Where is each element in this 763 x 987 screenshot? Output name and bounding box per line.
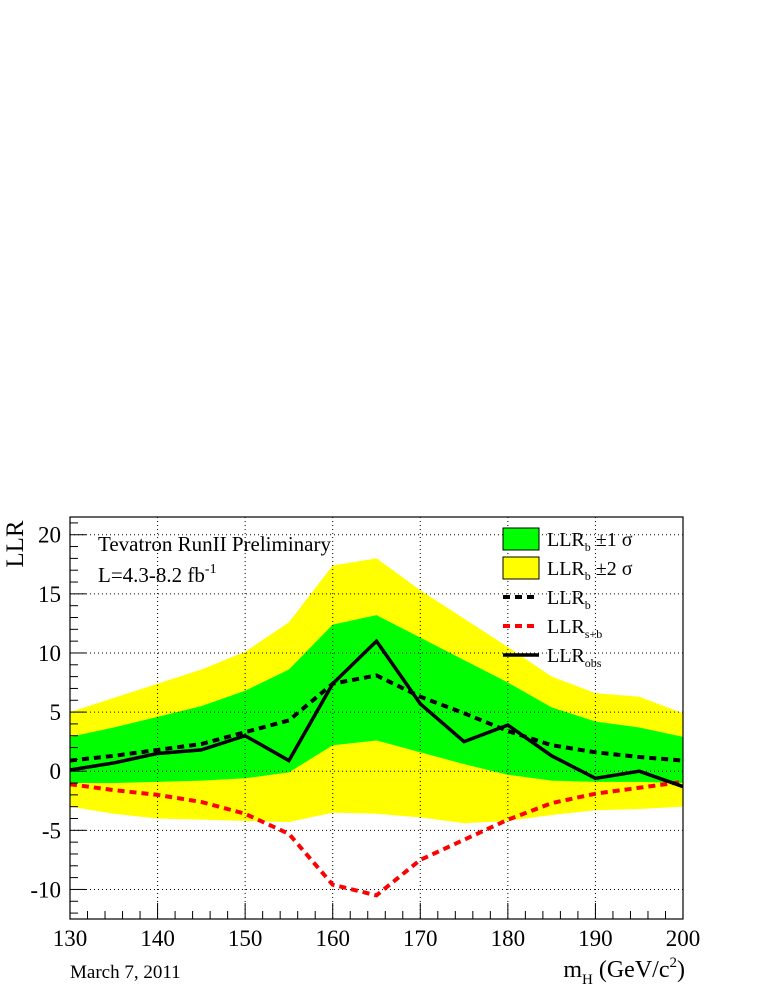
- x-tick-label-130: 130: [53, 926, 88, 951]
- legend-llr-obs-label-sub: obs: [585, 656, 602, 670]
- legend-llr-b: LLRb: [503, 587, 591, 612]
- y-tick-label--10: -10: [30, 877, 61, 902]
- grid-lines: [70, 517, 683, 919]
- x-axis-label: mH (GeV/c2): [563, 955, 685, 987]
- luminosity-label: L=4.3-8.2 fb-1: [98, 562, 217, 587]
- luminosity-exponent: -1: [205, 562, 217, 577]
- legend-2sigma-label-suffix: ±2 σ: [591, 558, 633, 580]
- x-tick-label-170: 170: [403, 926, 438, 951]
- axis-tick-labels: 130 140 150 160 170 180 190 200 -10 -5 0 5 10 15 20: [30, 523, 700, 951]
- legend-llr-splusb-label: LLRs+b: [547, 616, 602, 641]
- legend-llr-obs-label-main: LLR: [547, 645, 585, 667]
- y-tick-label-0: 0: [50, 759, 62, 784]
- plot-border: [69, 516, 684, 920]
- series-line-splusb: [69, 779, 684, 898]
- axis-ticks: [69, 522, 684, 919]
- legend-1sigma-label-sub: b: [585, 540, 591, 554]
- experiment-label: Tevatron RunII Preliminary: [98, 532, 331, 556]
- legend-1sigma-label-main: LLR: [547, 529, 585, 551]
- sigma-bands: [70, 558, 683, 824]
- legend-llr-b-label: LLRb: [547, 587, 591, 612]
- series-line-b: [69, 673, 684, 763]
- luminosity-text: L=4.3-8.2 fb: [98, 563, 205, 587]
- x-axis-label-unit-close: ): [677, 957, 685, 983]
- x-axis-label-unit: (GeV/c: [593, 957, 670, 983]
- y-tick-label-15: 15: [38, 582, 61, 607]
- legend-llr-splusb-label-sub: s+b: [585, 627, 602, 641]
- legend-1sigma-swatch: [502, 527, 540, 551]
- legend-llr-splusb: LLRs+b: [503, 616, 602, 641]
- y-tick-label-5: 5: [50, 700, 62, 725]
- legend-2sigma-swatch: [502, 556, 540, 580]
- legend-1sigma: LLRb ±1 σ: [502, 527, 633, 554]
- legend-llr-obs: LLRobs: [503, 645, 602, 670]
- legend-llr-obs-label: LLRobs: [547, 645, 602, 670]
- llr-curves: [69, 638, 684, 898]
- x-axis-label-subscript: H: [582, 972, 593, 987]
- x-tick-label-180: 180: [491, 926, 526, 951]
- x-axis-label-symbol: m: [563, 957, 582, 983]
- series-line-obs: [69, 638, 684, 789]
- legend-2sigma-label-main: LLR: [547, 558, 585, 580]
- y-tick-label-10: 10: [38, 641, 61, 666]
- legend-llr-splusb-label-main: LLR: [547, 616, 585, 638]
- x-axis-label-unit-superscript: 2: [670, 955, 678, 971]
- x-tick-label-160: 160: [315, 926, 350, 951]
- y-tick-label-20: 20: [38, 523, 61, 548]
- legend-2sigma-label: LLRb ±2 σ: [547, 558, 633, 583]
- x-tick-label-200: 200: [666, 926, 701, 951]
- x-tick-label-140: 140: [140, 926, 175, 951]
- y-tick-label--5: -5: [42, 818, 61, 843]
- legend-1sigma-label: LLRb ±1 σ: [547, 529, 633, 554]
- x-tick-label-150: 150: [228, 926, 263, 951]
- legend-llr-b-label-sub: b: [585, 598, 591, 612]
- legend-2sigma-label-sub: b: [585, 569, 591, 583]
- plot-frame: [69, 516, 684, 920]
- legend-2sigma: LLRb ±2 σ: [502, 556, 633, 583]
- x-tick-label-190: 190: [578, 926, 613, 951]
- legend-llr-b-label-main: LLR: [547, 587, 585, 609]
- y-axis-label: LLR: [2, 520, 29, 568]
- date-label: March 7, 2011: [70, 962, 181, 983]
- legend-1sigma-label-suffix: ±1 σ: [591, 529, 633, 551]
